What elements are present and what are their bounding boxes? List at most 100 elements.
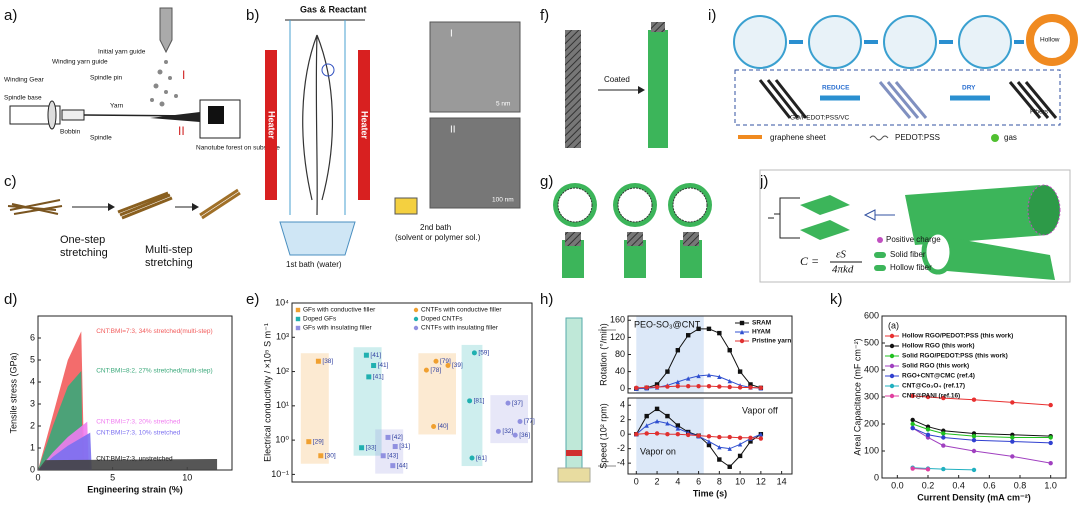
marker xyxy=(380,453,386,459)
label: Solid fiber xyxy=(890,250,926,259)
fibers xyxy=(117,191,173,220)
hollow-fiber xyxy=(935,235,1055,280)
y-axis-label: Areal Capacitance (mF cm⁻²) xyxy=(852,338,862,455)
marker xyxy=(1048,402,1053,408)
marker xyxy=(737,453,743,459)
x-tick-label: 14 xyxy=(777,476,787,486)
label: GO/PEDOT:PSS/VC xyxy=(790,115,850,122)
marker xyxy=(295,325,301,331)
inset-i xyxy=(429,21,521,113)
panel-label: k) xyxy=(830,291,843,308)
hollow-fiber xyxy=(1026,14,1078,66)
point-label: [44] xyxy=(397,462,408,469)
marker xyxy=(306,439,312,445)
y-axis-label: Tensile stress (GPa) xyxy=(8,352,18,433)
label: stretching xyxy=(60,247,108,259)
marker xyxy=(696,383,701,389)
y-tick-label: 10¹ xyxy=(276,400,289,410)
marker xyxy=(737,385,743,390)
marker xyxy=(910,417,915,423)
line xyxy=(912,419,1051,437)
fiber xyxy=(562,240,584,278)
marker xyxy=(1048,435,1053,440)
marker xyxy=(971,467,977,473)
label: Hollow xyxy=(1040,37,1060,44)
y-tick-label: 10⁻¹ xyxy=(271,469,289,479)
marker xyxy=(758,436,764,441)
annotation: Vapor off xyxy=(742,405,778,415)
marker xyxy=(371,363,377,369)
y-tick-label: 120 xyxy=(610,332,625,342)
label: Heater xyxy=(360,111,370,140)
label: Positive charge xyxy=(886,235,941,244)
plate xyxy=(800,220,850,240)
label: II xyxy=(450,125,456,136)
annotation: (a) xyxy=(888,320,899,330)
panel-label: a) xyxy=(4,7,17,24)
x-tick-label: 4 xyxy=(675,476,680,486)
bath xyxy=(279,221,356,256)
x-tick-label: 0.8 xyxy=(1014,480,1027,490)
x-axis-label: Engineering strain (%) xyxy=(87,484,183,494)
marker xyxy=(644,423,649,428)
marker xyxy=(634,431,639,437)
particles xyxy=(150,60,178,107)
marker xyxy=(1048,460,1053,466)
label: DRY xyxy=(962,85,976,92)
x-tick-label: 0.2 xyxy=(922,480,935,490)
panel-label: i) xyxy=(708,7,716,24)
marker xyxy=(390,463,396,469)
legend-label: GFs with insulating filler xyxy=(303,325,372,332)
area xyxy=(38,459,218,470)
marker xyxy=(925,467,931,472)
marker xyxy=(517,418,523,424)
y-tick-label: 0 xyxy=(620,383,625,393)
marker xyxy=(910,425,915,431)
marker xyxy=(910,466,915,471)
panel-label: h) xyxy=(540,291,553,308)
point-label: [78] xyxy=(430,367,441,374)
marker xyxy=(686,432,691,438)
y-tick-label: 160 xyxy=(610,315,625,325)
panel-j: C = εS 4πkd Positive charge Solid fiber … xyxy=(759,169,1071,283)
marker xyxy=(359,445,365,451)
fiber xyxy=(624,240,646,278)
marker xyxy=(706,372,712,378)
point-label: [59] xyxy=(478,350,489,357)
y-tick-label: 4 xyxy=(30,376,35,386)
marker xyxy=(739,320,745,326)
marker xyxy=(941,435,946,440)
panel-f: Coated xyxy=(565,22,668,148)
marker xyxy=(971,448,977,454)
marker xyxy=(696,326,701,332)
marker xyxy=(737,442,743,447)
x-tick-label: 5 xyxy=(110,472,115,482)
marker xyxy=(925,432,931,437)
marker xyxy=(717,374,722,379)
marker xyxy=(654,406,660,412)
fibers xyxy=(878,81,928,119)
label: Bobbin xyxy=(60,129,81,136)
y-axis-label: Rotation (°/min) xyxy=(598,323,608,386)
marker xyxy=(686,376,691,381)
panel-i: Hollow REDUCE DRY GO/PEDOT:PSS/VC Fibers… xyxy=(733,14,1078,142)
marker xyxy=(748,435,753,441)
label: gas xyxy=(1004,133,1017,142)
marker xyxy=(675,383,681,389)
label: Gas & Reactant xyxy=(300,4,367,14)
marker xyxy=(385,434,391,440)
marker xyxy=(654,384,660,390)
marker xyxy=(665,384,670,389)
marker xyxy=(566,450,582,456)
marker xyxy=(889,363,895,369)
legend-swatch xyxy=(991,134,999,142)
marker xyxy=(717,330,722,336)
marker xyxy=(654,418,660,424)
y-axis-label: Electrical conductivity / ×10⁵ S m⁻¹ xyxy=(262,323,272,462)
legend-label: CNT@PANI (ref.16) xyxy=(902,393,960,400)
label: REDUCE xyxy=(822,85,850,92)
arrow xyxy=(863,209,895,221)
bobbin xyxy=(61,109,85,121)
label: 2nd bath xyxy=(420,223,451,232)
y-tick-label: 500 xyxy=(864,337,879,347)
